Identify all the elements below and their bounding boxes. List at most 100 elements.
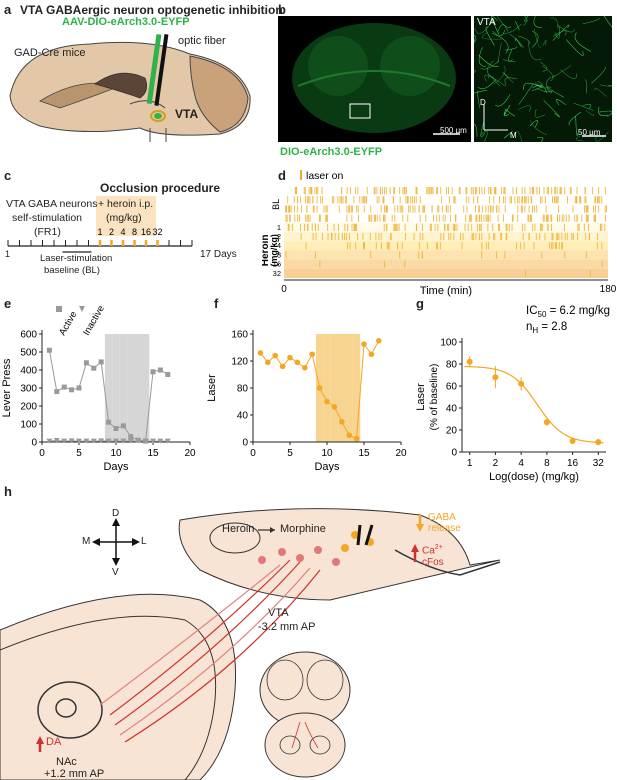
heroin-label: Heroin	[222, 523, 255, 535]
dose-shade	[330, 334, 339, 442]
x-tick-label: 20	[184, 448, 196, 459]
fiber-label: optic fiber	[178, 35, 226, 47]
y-tick-label: 80	[237, 384, 249, 395]
dose-shade	[323, 334, 331, 442]
data-point	[61, 438, 68, 444]
data-point	[98, 359, 104, 365]
heroin-axis-label: Heroin	[262, 235, 271, 267]
chart-f: 1 2 4 8 16 32 0 40 80 120 160 0 5 10 15 20 Days Laser	[206, 325, 407, 473]
axis-m-label: M	[510, 131, 517, 140]
data-point	[466, 358, 473, 365]
data-point	[257, 350, 264, 356]
raster-row	[284, 268, 608, 278]
data-point	[272, 352, 278, 359]
x-axis-label: Days	[314, 461, 340, 473]
data-point	[76, 438, 82, 444]
data-point	[265, 359, 271, 366]
baseline-label-1: Laser-stimulation	[40, 253, 113, 264]
dose-shade-label: 8	[340, 325, 344, 334]
y-tick-label: 600	[20, 330, 37, 341]
hill-annotation: nH = 2.8	[526, 321, 567, 335]
compass-v: V	[112, 567, 119, 578]
baseline-label-2: baseline (BL)	[44, 265, 100, 276]
laser-legend-mark	[300, 170, 302, 180]
compass-m: M	[82, 536, 91, 547]
self-stim-line3: (FR1)	[34, 226, 61, 238]
ca-text: Ca	[422, 545, 435, 557]
dose-shade	[112, 334, 120, 442]
data-point	[324, 398, 330, 405]
morphine-label: Morphine	[280, 523, 326, 535]
x-tick-label: 4	[518, 458, 524, 469]
dose-shade	[134, 334, 142, 442]
occlusion-title: Occlusion procedure	[100, 181, 221, 195]
dose-shade	[104, 334, 113, 442]
data-point	[127, 438, 134, 444]
raster-dose-label: 4	[277, 241, 281, 250]
data-point	[46, 347, 52, 353]
dose-shade-label: 32	[141, 325, 149, 334]
x-tick-label: 8	[544, 458, 550, 469]
panel-label-d: d	[278, 168, 286, 183]
dose-label: 2	[109, 227, 114, 237]
y-axis-label-2: (% of baseline)	[429, 364, 440, 431]
x-tick-label: 0	[250, 448, 256, 459]
dose-shade	[352, 334, 361, 442]
data-point	[339, 418, 345, 425]
bl-label: BL	[271, 199, 281, 210]
x-tick-label: 16	[567, 458, 579, 469]
dose-label: 32	[152, 227, 162, 237]
y-tick-label: 400	[20, 366, 37, 377]
axis-d-label: D	[480, 98, 486, 107]
y-tick-label: 0	[31, 438, 37, 449]
dose-shade-label: 4	[332, 325, 336, 334]
day-start-label: 1	[5, 249, 11, 259]
raster-row	[284, 213, 608, 223]
ca-sup: 2+	[434, 544, 443, 551]
data-point	[157, 367, 163, 373]
laser-legend-text: laser on	[306, 170, 344, 182]
y-tick-label: 0	[451, 448, 457, 459]
heroin-box-line2: (mg/kg)	[106, 212, 142, 224]
legend-inactive-label: Inactive	[81, 304, 107, 338]
dose-shade-label: 4	[121, 325, 125, 334]
dose-shade	[141, 334, 150, 442]
vta-zoom-image	[474, 16, 612, 142]
data-point	[287, 354, 293, 361]
self-stim-line1: VTA GABA neurons	[6, 198, 98, 210]
data-point	[164, 438, 171, 444]
data-point	[76, 385, 82, 391]
data-point	[91, 365, 97, 371]
data-point	[361, 341, 367, 347]
data-point	[279, 363, 286, 370]
raster-row	[284, 232, 608, 242]
raster-row	[284, 186, 608, 196]
dose-shade-label: 8	[129, 325, 133, 334]
data-point	[294, 359, 301, 366]
legend-active-label: Active	[57, 310, 79, 338]
raster-row	[284, 241, 608, 251]
x-tick-label: 0	[39, 448, 45, 459]
data-point	[46, 438, 53, 444]
dose-shade-label: 1	[318, 325, 322, 334]
panel-label-h: h	[4, 484, 12, 499]
gaba-label-2: release	[428, 523, 461, 534]
x-tick-label: 32	[593, 458, 605, 469]
dose-shade	[119, 334, 128, 442]
panel-b-caption: DIO-eArch3.0-EYFP	[280, 146, 383, 158]
data-point	[83, 438, 90, 444]
vta-label-a: VTA	[175, 107, 199, 121]
dose-shade-label: 32	[352, 325, 360, 334]
mouse-label: GAD-Cre mice	[14, 47, 86, 59]
data-point	[150, 369, 156, 375]
raster-row	[284, 250, 608, 260]
heroin-axis-unit: (mg/kg)	[269, 234, 279, 267]
dose-label: 4	[120, 227, 125, 237]
raster-dose-label: 32	[273, 269, 281, 278]
data-point	[316, 385, 323, 391]
data-point	[157, 438, 164, 444]
data-point	[53, 438, 60, 444]
chart-g: 0 20 40 60 80 100 1 2 4 8 16 32 Log(dose) (mg/kg) Las…	[415, 305, 610, 483]
legend-inactive-mark	[79, 306, 85, 312]
y-tick-label: 120	[231, 357, 248, 368]
